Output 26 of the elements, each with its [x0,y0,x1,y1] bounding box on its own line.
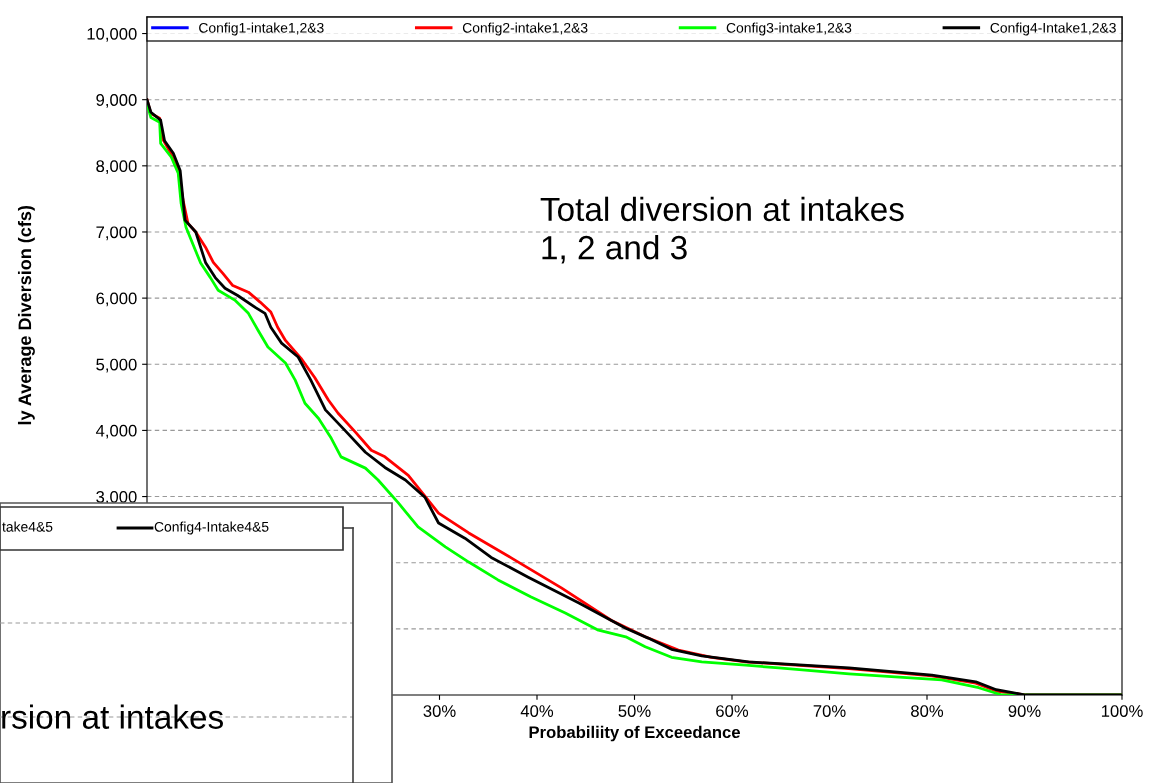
annotation: Total diversion at intakes 1, 2 and 3 [540,196,904,264]
x-tick-label: 90% [1008,705,1041,717]
x-tick-label: 30% [423,705,456,717]
y-axis-title: ly Average Diversion (cfs) [17,206,35,425]
legend-label: Config4-Intake1,2&3 [990,22,1116,36]
legend-label: Config1-intake1,2&3 [199,22,324,36]
x-tick-label: 80% [911,705,944,717]
y-tick-label: 7,000 [96,226,137,241]
x-tick-label: 60% [716,705,749,717]
y-tick-label: 8,000 [96,160,137,174]
y-tick-label: 5,000 [96,358,137,373]
x-axis-title: Probabiliity of Exceedance [529,725,740,742]
y-tick-label: 4,000 [95,424,137,439]
y-tick-label: 10,000 [87,27,137,42]
y-tick-label: 3,000 [96,490,137,505]
x-tick-label: 40% [520,705,554,717]
y-tick-label: 6,000 [96,292,137,307]
legend-label: Config2-intake1,2&3 [462,22,588,36]
text: rsion at intakes [2,704,223,729]
x-tick-label: 100% [1101,705,1143,717]
legend-label: Config4-Intake4&5 [154,521,269,535]
text: take4&5 [2,521,53,532]
x-tick-label: 50% [618,705,651,717]
x-tick-label: 70% [813,705,846,717]
y-tick-label: 9,000 [96,94,137,108]
legend-label: Config3-intake1,2&3 [726,22,852,36]
